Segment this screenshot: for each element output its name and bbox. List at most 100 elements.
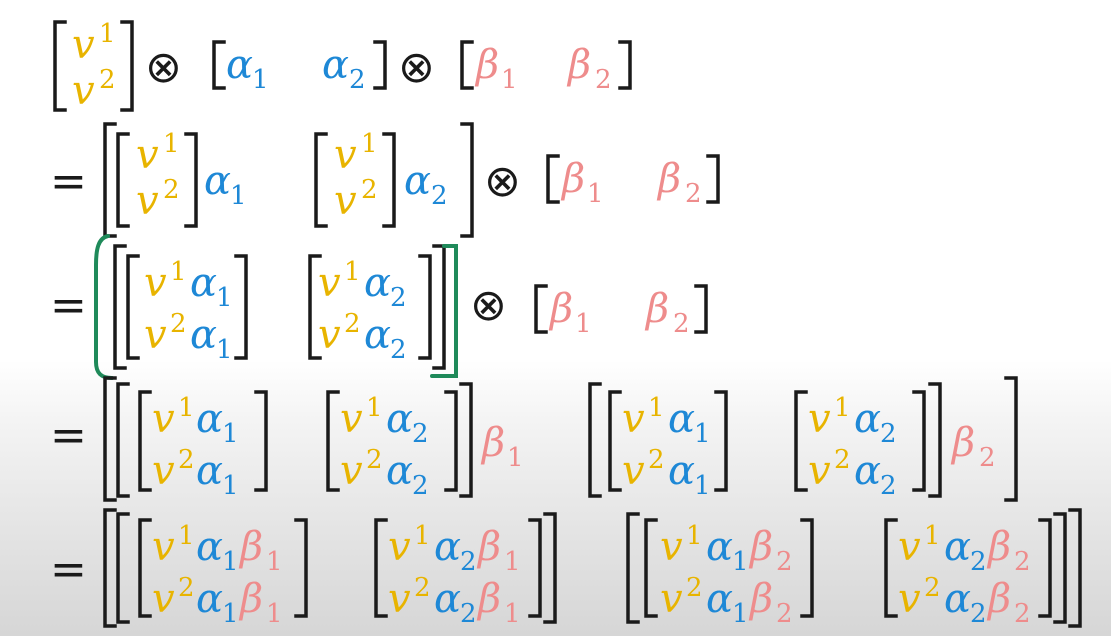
v-symbol: v bbox=[808, 396, 831, 442]
beta-symbol: β bbox=[476, 524, 501, 570]
subscript: 1 bbox=[230, 181, 247, 211]
superscript: 1 bbox=[834, 393, 851, 423]
v-symbol: v bbox=[152, 396, 175, 442]
bracket bbox=[714, 390, 728, 492]
subscript: 1 bbox=[266, 547, 283, 577]
subscript: 2 bbox=[431, 181, 448, 211]
row-5: = v 1 α 1 β 1 v 2 α 1 β 1 v 1 α 2 β 1 v … bbox=[50, 508, 1082, 629]
row-2: = v 1 v 2 α 1 v 1 v 2 α 2 ⊗ β 1 β 2 bbox=[50, 122, 720, 238]
row-3: = v 1 α 1 v 2 α 1 v 1 α 2 v 2 α 2 ⊗ β 1 … bbox=[50, 234, 708, 380]
beta-symbol: β bbox=[986, 576, 1011, 622]
beta-symbol: β bbox=[644, 286, 669, 332]
subscript: 2 bbox=[460, 547, 477, 577]
v-symbol: v bbox=[808, 448, 831, 494]
bracket bbox=[373, 40, 387, 90]
bracket bbox=[608, 390, 622, 492]
subscript: 2 bbox=[412, 471, 429, 501]
bracket bbox=[644, 518, 658, 618]
bracket bbox=[460, 40, 474, 90]
bracket bbox=[116, 382, 130, 498]
alpha-symbol: α bbox=[196, 576, 223, 622]
bracket bbox=[460, 122, 474, 238]
subscript: 2 bbox=[880, 471, 897, 501]
alpha-symbol: α bbox=[386, 448, 413, 494]
subscript: 2 bbox=[776, 547, 793, 577]
superscript: 1 bbox=[414, 521, 431, 551]
alpha-symbol: α bbox=[854, 396, 881, 442]
bracket bbox=[543, 512, 557, 624]
superscript: 1 bbox=[178, 393, 195, 423]
superscript: 2 bbox=[178, 573, 195, 603]
v-symbol: v bbox=[152, 448, 175, 494]
bracket bbox=[126, 254, 140, 360]
bracket bbox=[374, 518, 388, 618]
beta-symbol: β bbox=[950, 420, 975, 466]
bracket bbox=[884, 518, 898, 618]
subscript: 2 bbox=[349, 65, 366, 95]
subscript: 2 bbox=[595, 65, 612, 95]
bracket bbox=[912, 390, 926, 492]
v-symbol: v bbox=[898, 524, 921, 570]
bracket bbox=[53, 20, 67, 112]
bracket bbox=[254, 390, 268, 492]
v-symbol: v bbox=[318, 312, 341, 358]
bracket bbox=[314, 132, 328, 228]
subscript: 2 bbox=[1014, 547, 1031, 577]
subscript: 2 bbox=[970, 599, 987, 629]
subscript: 2 bbox=[412, 419, 429, 449]
superscript: 1 bbox=[686, 521, 703, 551]
subscript: 2 bbox=[970, 547, 987, 577]
v-symbol: v bbox=[388, 576, 411, 622]
superscript: 1 bbox=[178, 521, 195, 551]
alpha-symbol: α bbox=[386, 396, 413, 442]
subscript: 1 bbox=[694, 419, 711, 449]
bracket bbox=[794, 390, 808, 492]
bracket bbox=[546, 154, 560, 204]
subscript: 2 bbox=[1014, 599, 1031, 629]
bracket bbox=[534, 284, 548, 334]
subscript: 2 bbox=[776, 599, 793, 629]
v-symbol: v bbox=[152, 524, 175, 570]
superscript: 1 bbox=[924, 521, 941, 551]
beta-symbol: β bbox=[476, 576, 501, 622]
bracket bbox=[212, 40, 226, 90]
beta-symbol: β bbox=[560, 156, 585, 202]
bracket bbox=[184, 132, 198, 228]
v-symbol: v bbox=[334, 178, 357, 224]
v-symbol: v bbox=[334, 132, 357, 178]
v-symbol: v bbox=[152, 576, 175, 622]
beta-symbol: β bbox=[656, 156, 681, 202]
alpha-symbol: α bbox=[404, 158, 431, 204]
subscript: 1 bbox=[222, 471, 239, 501]
superscript: 1 bbox=[361, 129, 378, 159]
alpha-symbol: α bbox=[434, 576, 461, 622]
bracket bbox=[116, 512, 130, 624]
v-symbol: v bbox=[72, 22, 95, 68]
superscript: 1 bbox=[648, 393, 665, 423]
bracket bbox=[1004, 376, 1018, 502]
bracket bbox=[103, 508, 117, 628]
subscript: 1 bbox=[694, 471, 711, 501]
bracket bbox=[432, 244, 446, 370]
highlight-bracket bbox=[94, 234, 114, 380]
alpha-symbol: α bbox=[196, 396, 223, 442]
bracket bbox=[234, 254, 248, 360]
v-symbol: v bbox=[660, 524, 683, 570]
bracket bbox=[103, 376, 117, 502]
bracket bbox=[308, 254, 322, 360]
bracket bbox=[1038, 518, 1052, 618]
beta-symbol: β bbox=[480, 420, 505, 466]
highlight-bracket bbox=[430, 244, 458, 378]
alpha-symbol: α bbox=[668, 396, 695, 442]
subscript: 1 bbox=[732, 599, 749, 629]
v-symbol: v bbox=[144, 260, 167, 306]
beta-symbol: β bbox=[566, 42, 591, 88]
bracket bbox=[103, 122, 117, 238]
tensor-symbol: ⊗ bbox=[145, 42, 182, 93]
bracket bbox=[120, 20, 134, 112]
tensor-symbol: ⊗ bbox=[484, 156, 521, 207]
tensor-symbol: ⊗ bbox=[398, 42, 435, 93]
superscript: 2 bbox=[366, 445, 383, 475]
equals-sign: = bbox=[50, 410, 87, 461]
